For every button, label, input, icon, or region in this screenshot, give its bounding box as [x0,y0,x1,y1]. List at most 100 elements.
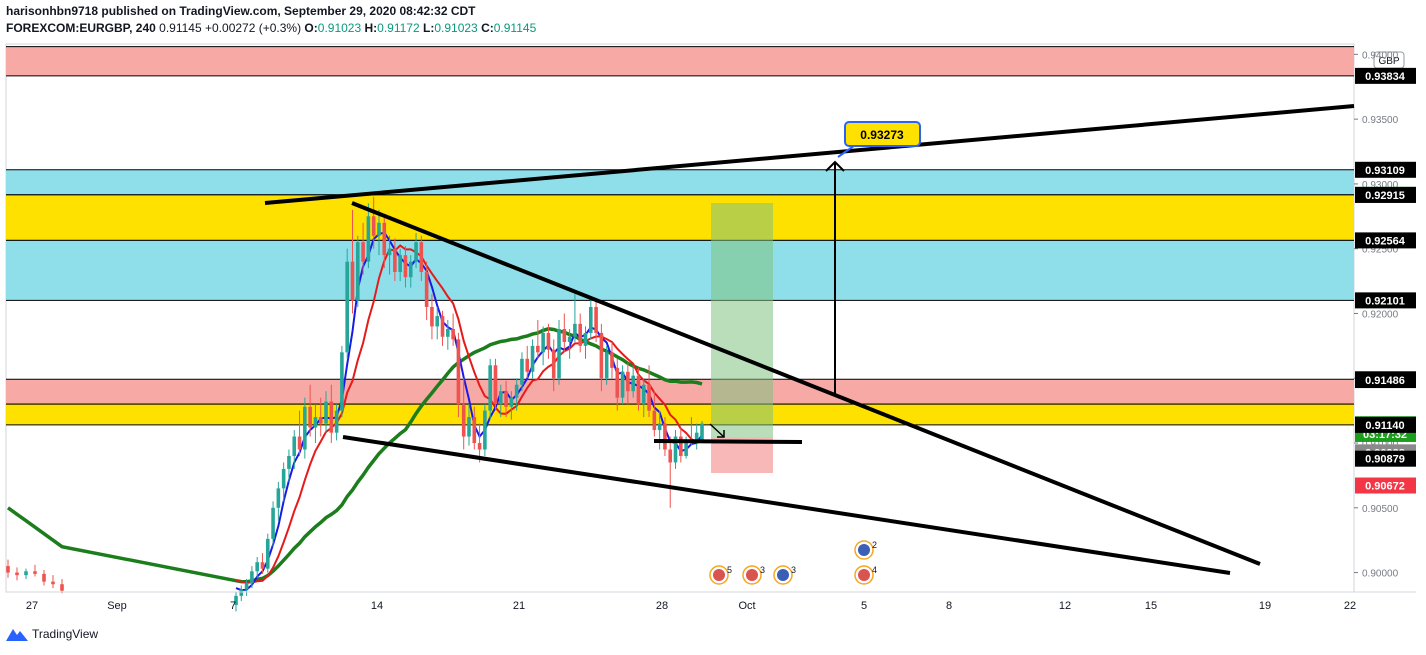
price-label-4: 0.92564 [1355,232,1416,249]
event-badge-count: 4 [872,565,877,575]
y-tick-label: 0.93000 [1362,180,1399,191]
candle-body [303,406,307,450]
close-label: C: [481,21,494,35]
publish-info: harisonhbn9718 published on TradingView.… [6,4,475,18]
candle-body [239,589,244,596]
price-label-text: 0.92101 [1365,295,1405,307]
candle-body [419,242,424,273]
candle-body [514,384,519,398]
event-badge-0: 5 [709,565,732,585]
event-flag-icon-fill [858,544,870,556]
price-label-text: 0.93834 [1365,71,1406,83]
lower-trendline[interactable] [342,435,1231,575]
candle-body [461,404,466,437]
trendlines: 0.93273 [264,104,1355,575]
price-label-text: 0.92564 [1365,235,1406,247]
candle-body [472,417,477,444]
candle-body [604,352,609,379]
zones-layer [6,46,1354,426]
price-label-3: 0.92915 [1355,186,1416,203]
candle-body [387,248,392,256]
candle-body [498,391,503,405]
candle-body [329,401,334,433]
candle-body [6,566,10,573]
x-tick-label: 22 [1344,600,1356,612]
price-label-12: 0.90879 [1355,450,1416,467]
candle-body [631,375,635,392]
candle-body [467,417,471,437]
candle-body [234,595,238,605]
candle-body [398,255,402,273]
event-badge-count: 2 [872,540,877,550]
event-badge-count: 3 [791,565,796,575]
event-flag-icon-fill [713,569,725,581]
price-label-text: 0.90879 [1365,454,1405,466]
candle-body [673,436,678,463]
candle-body [657,423,662,431]
descending-trendline[interactable] [351,201,1261,566]
price-label-text: 0.92915 [1365,190,1405,202]
zone-demand-3 [6,240,1354,301]
target-callout[interactable] [844,121,921,147]
candle-body [318,417,323,424]
x-tick-label: 8 [946,600,952,612]
zone-key-2 [6,194,1354,241]
candle-body [345,261,350,353]
candle-body [440,316,445,337]
candle-body [292,436,297,456]
candle-body [371,216,376,236]
symbol-info: FOREXCOM:EURGBP, 240 0.91145 +0.00272 (+… [6,21,536,35]
time-axis[interactable]: 27 Sep 7 14 21 28 Oct 5 8 12 15 19 22 [6,591,1416,612]
candle-body [281,468,286,489]
event-badge-count: 5 [727,565,732,575]
candle-body [51,581,55,585]
candle-body [583,332,588,346]
candle-body [599,332,604,379]
candle-body [255,562,259,572]
x-tick-label: Oct [738,600,755,612]
upper-trendline[interactable] [264,104,1355,205]
candle-body [530,345,535,372]
candle-body [250,571,254,583]
tradingview-logo-icon [6,629,28,641]
candle-body [42,573,46,582]
event-badge-1: 3 [742,565,765,585]
support-line[interactable] [653,439,803,444]
event-flag-icon-fill [858,569,870,581]
candle-body [308,406,312,428]
ma-mid-line [235,244,703,584]
candle-body [287,455,291,469]
x-tick-label: 14 [371,600,383,612]
x-tick-label: 21 [513,600,525,612]
price-label-text: 0.90672 [1365,481,1405,493]
candle-body [493,365,498,405]
close-value: 0.91145 [493,21,537,35]
price-label-text: 0.91140 [1365,420,1404,432]
candle-body [520,358,524,385]
zone-supply-0 [6,46,1354,76]
x-tick-label: 7 [230,600,236,612]
projection-arrow-head [825,160,845,172]
candle-body [573,323,577,337]
candle-body [313,417,318,428]
candle-body [641,384,646,405]
open-label: O: [304,21,318,35]
candle-body [403,255,408,278]
candles-layer [6,196,704,612]
candle-body [265,538,270,569]
candle-body [456,339,461,405]
candle-body [393,248,397,273]
price-label-bg [1355,232,1416,249]
event-flag-icon-fill [746,569,758,581]
high-label: H: [364,21,378,35]
small-arrow-head [717,430,725,438]
candle-body [536,345,540,353]
candle-body [679,436,683,456]
candle-body [377,222,381,236]
candle-body [424,272,429,307]
price-axis[interactable]: GBP 0.94000 0.93500 0.93000 0.92500 0.92000 0… [1354,50,1416,580]
candle-body [366,216,371,262]
x-tick-label: 15 [1145,600,1157,612]
candle-body [24,571,28,576]
